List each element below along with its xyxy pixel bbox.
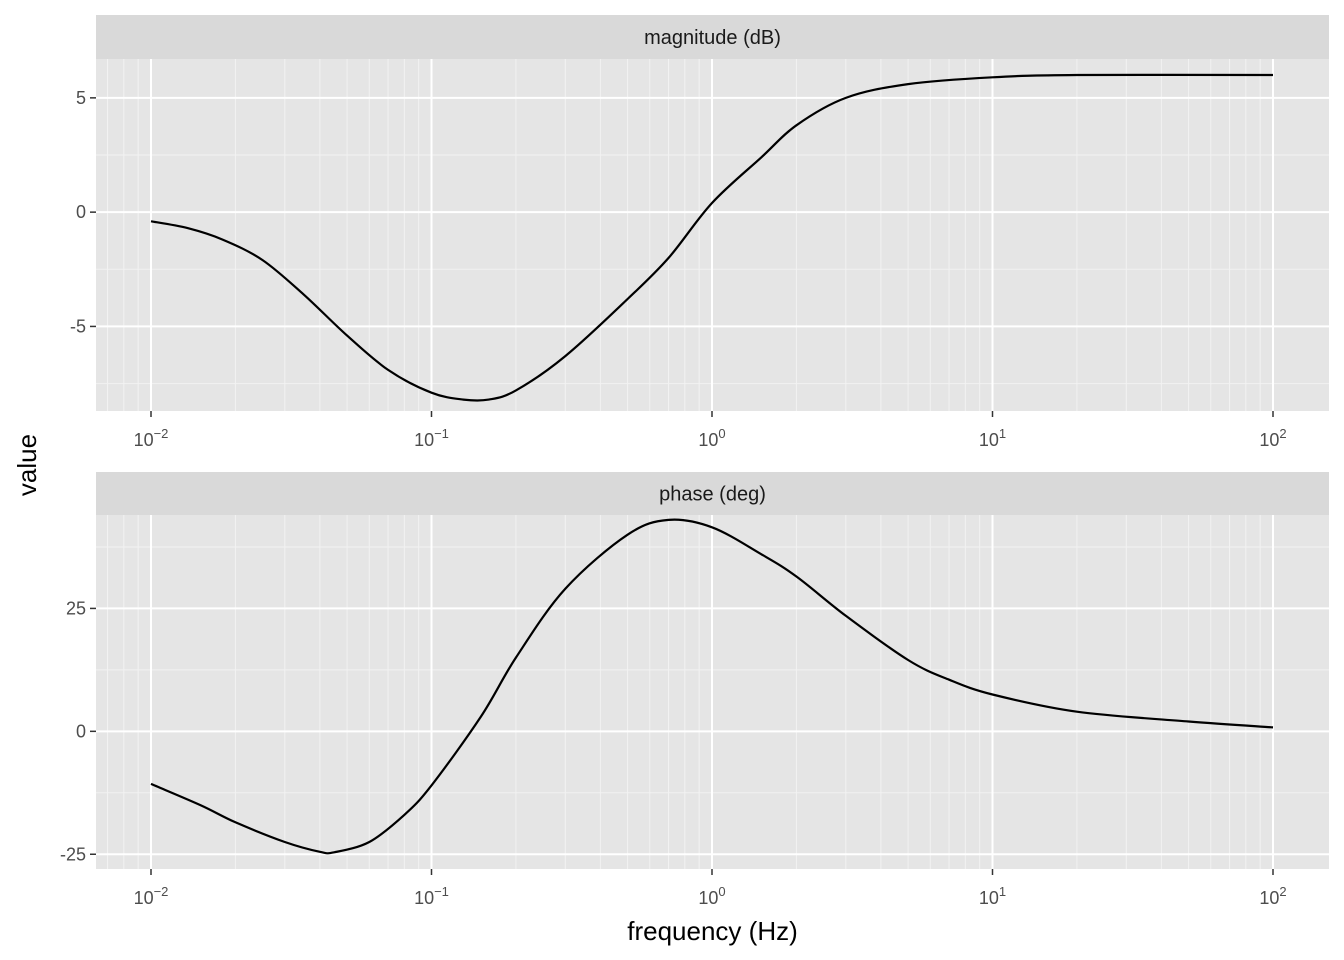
y-tick-label: 25 (66, 598, 86, 618)
x-tick-label: 102 (1259, 426, 1286, 450)
y-tick-label: 5 (76, 88, 86, 108)
x-tick-label: 101 (979, 426, 1006, 450)
x-tick-label: 10−1 (414, 426, 449, 450)
y-tick-label: -5 (70, 316, 86, 336)
x-tick-label: 10−2 (134, 884, 169, 908)
facet-strip (96, 472, 1329, 515)
x-tick-label: 102 (1259, 884, 1286, 908)
y-axis-title: value (12, 434, 42, 496)
y-tick-label: 0 (76, 202, 86, 222)
facet-strip-label: phase (deg) (659, 484, 766, 506)
panel-phase: phase (deg) -25 0 25 10−2 10−1 100 101 102 (60, 472, 1329, 908)
x-tick-label: 10−1 (414, 884, 449, 908)
y-tick-label: 0 (76, 721, 86, 741)
panel-magnitude: magnitude (dB) -5 0 5 10−2 10−1 100 101 102 (70, 15, 1329, 450)
x-tick-label: 100 (698, 884, 725, 908)
x-axis-title: frequency (Hz) (627, 916, 798, 946)
x-tick-label: 10−2 (134, 426, 169, 450)
facet-strip (96, 15, 1329, 59)
x-tick-label: 101 (979, 884, 1006, 908)
series-line (150, 518, 1274, 855)
y-tick-label: -25 (60, 844, 86, 864)
x-tick-label: 100 (698, 426, 725, 450)
series-line (150, 73, 1274, 402)
facet-strip-label: magnitude (dB) (644, 27, 781, 49)
